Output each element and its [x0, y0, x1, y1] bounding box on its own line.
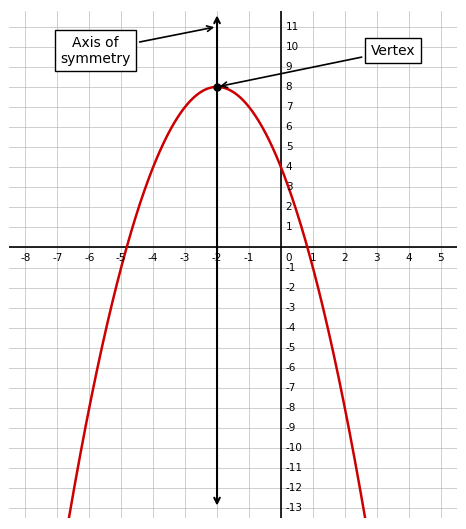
Text: -5: -5: [286, 343, 296, 353]
Text: 4: 4: [286, 162, 292, 172]
Text: -6: -6: [84, 253, 95, 263]
Text: -7: -7: [286, 383, 296, 393]
Text: 3: 3: [373, 253, 380, 263]
Text: 3: 3: [286, 182, 292, 192]
Text: -4: -4: [286, 323, 296, 333]
Text: -2: -2: [286, 282, 296, 293]
Text: 1: 1: [286, 222, 292, 232]
Text: 8: 8: [286, 82, 292, 92]
Text: -2: -2: [212, 253, 222, 263]
Text: -5: -5: [116, 253, 126, 263]
Text: -7: -7: [52, 253, 62, 263]
Text: 7: 7: [286, 102, 292, 112]
Text: Vertex: Vertex: [221, 44, 415, 87]
Text: 10: 10: [286, 42, 299, 52]
Text: 11: 11: [286, 22, 299, 32]
Text: -10: -10: [286, 443, 302, 453]
Text: Axis of
symmetry: Axis of symmetry: [61, 26, 212, 66]
Text: 2: 2: [286, 202, 292, 212]
Text: 5: 5: [286, 142, 292, 152]
Text: -11: -11: [286, 463, 303, 473]
Text: -6: -6: [286, 363, 296, 373]
Text: -1: -1: [244, 253, 254, 263]
Text: -8: -8: [286, 403, 296, 413]
Text: -9: -9: [286, 423, 296, 433]
Text: 1: 1: [309, 253, 316, 263]
Text: -12: -12: [286, 484, 303, 494]
Text: 2: 2: [342, 253, 348, 263]
Text: -1: -1: [286, 262, 296, 272]
Text: 4: 4: [405, 253, 412, 263]
Text: 0: 0: [286, 253, 292, 263]
Text: -3: -3: [286, 303, 296, 313]
Text: -4: -4: [148, 253, 158, 263]
Text: -8: -8: [20, 253, 30, 263]
Text: 9: 9: [286, 62, 292, 72]
Text: -13: -13: [286, 504, 303, 513]
Text: 6: 6: [286, 122, 292, 132]
Text: 5: 5: [438, 253, 444, 263]
Text: -3: -3: [180, 253, 190, 263]
